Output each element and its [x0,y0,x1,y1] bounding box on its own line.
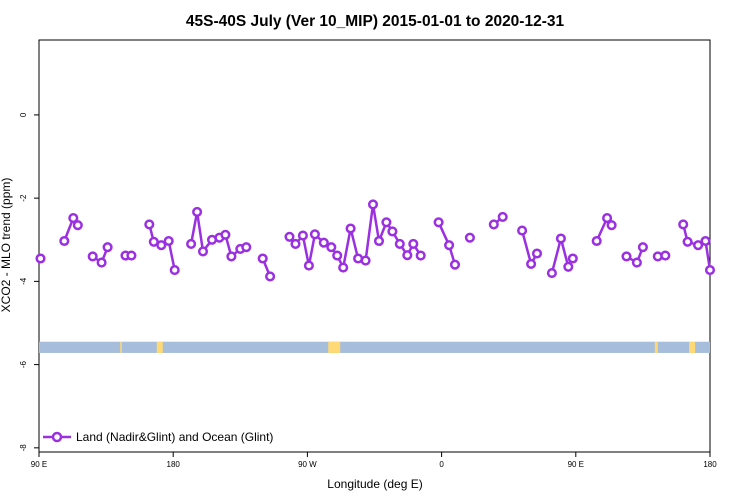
data-point [394,238,405,249]
data-point [563,261,574,272]
data-point [96,257,107,268]
y-tick-label: -2 [19,194,28,202]
data-point [241,242,252,253]
data-point [408,238,419,249]
data-point [555,233,566,244]
data-point [318,237,329,248]
x-tick-label: 0 [439,460,444,469]
data-point [68,213,79,224]
data-point [186,238,197,249]
data-point [602,213,613,224]
data-point [449,259,461,270]
data-point [517,225,528,236]
data-point [693,240,704,251]
data-point [102,242,113,253]
data-point [373,235,385,247]
data-point [526,258,537,269]
x-tick-label: 180 [167,460,181,469]
data-point [192,206,203,217]
plot-area-frame [38,39,711,453]
data-point [488,219,499,230]
x-axis-label: Longitude (deg E) [327,477,422,491]
data-point [345,223,356,234]
land-ocean-strip [39,341,710,353]
data-point [464,232,475,243]
data-point [367,199,379,210]
y-axis: 0 -2 -4 -6 -8 [19,112,39,451]
ocean-band [39,341,710,353]
data-point [621,251,632,262]
land-patch [654,341,658,353]
data-point [265,271,276,282]
data-point [332,250,343,261]
data-point [682,236,693,247]
data-point [326,242,337,253]
data-point [290,238,301,249]
legend: Land (Nadir&Glint) and Ocean (Glint) [43,430,273,444]
data-point [591,235,602,247]
data-point [531,248,543,259]
data-point [126,250,137,261]
data-point [144,219,155,230]
land-patch [156,341,163,353]
y-tick-label: -6 [19,361,28,369]
data-point [704,265,716,276]
series-line-segment [520,230,539,266]
y-axis-label: XCO2 - MLO trend (ppm) [0,178,13,313]
y-tick-label: -8 [19,444,28,452]
series-layer [35,199,716,282]
x-tick-label: 90 E [568,460,584,469]
legend-marker-sample [51,431,63,443]
x-tick-label: 90 E [31,460,47,469]
data-point [59,235,70,247]
data-point [631,257,642,268]
data-point [257,253,268,264]
data-point [156,240,167,251]
data-point [360,255,371,266]
land-patch [689,341,696,353]
data-point [284,231,295,242]
data-point [197,246,209,257]
data-point [381,217,392,228]
data-point [309,229,320,240]
data-point [303,260,314,271]
data-point [163,235,174,247]
land-patch [120,341,122,353]
data-point [220,229,231,240]
land-patch [328,341,341,353]
data-point [567,253,578,264]
legend-series-name: Land (Nadir&Glint) and Ocean (Glint) [76,430,273,444]
data-point [415,250,426,261]
data-point [637,242,648,253]
data-point [169,265,180,276]
chart-title: 45S-40S July (Ver 10_MIP) 2015-01-01 to … [186,13,565,30]
data-point [338,262,349,273]
data-point [700,235,711,247]
data-point [297,230,308,241]
data-point [35,253,46,264]
x-tick-label: 180 [703,460,717,469]
y-tick-label: 0 [19,112,28,117]
data-point [433,217,444,228]
x-axis: 90 E 180 90 W 0 90 E 180 [31,452,717,469]
x-tick-label: 90 W [298,460,317,469]
data-point [226,251,237,262]
data-point [606,220,617,231]
data-point [497,211,508,222]
data-point [87,251,98,262]
data-point [444,240,455,251]
y-tick-label: -4 [19,277,28,285]
data-point [660,250,671,261]
data-point [546,268,557,279]
data-point [387,226,398,237]
data-point [678,219,689,230]
data-point [72,220,83,231]
data-point [402,250,413,261]
